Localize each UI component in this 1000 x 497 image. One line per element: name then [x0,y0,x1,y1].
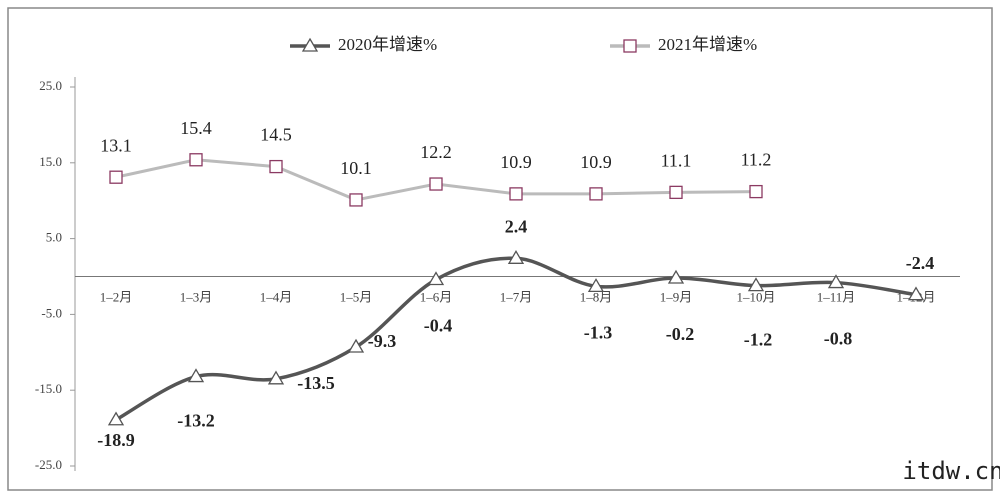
y-tick-label: -25.0 [35,457,62,472]
x-tick-label: 1–9月 [660,289,693,304]
data-label: 10.1 [340,158,372,178]
marker [349,193,363,207]
marker [187,368,205,383]
marker [109,170,123,184]
data-label: -13.2 [177,411,215,431]
data-label: 15.4 [180,118,212,138]
legend-marker [623,39,637,53]
x-tick-label: 1–4月 [260,289,293,304]
x-tick-label: 1–3月 [180,289,213,304]
watermark: itdw.cn [902,457,1000,485]
x-tick-label: 1–2月 [100,289,133,304]
series-line [115,256,917,422]
data-label: -0.2 [666,324,695,344]
marker [827,274,845,289]
data-label: -2.4 [906,253,935,273]
y-tick-label: 25.0 [39,78,62,93]
data-label: -1.2 [744,330,773,350]
data-label: 11.1 [661,150,692,170]
data-label: 13.1 [100,135,132,155]
x-tick-label: 1–11月 [817,289,856,304]
marker [267,370,285,385]
x-tick-label: 1–8月 [580,289,613,304]
y-tick-label: -5.0 [41,305,62,320]
marker [269,159,283,174]
frame [7,7,993,491]
data-label: 10.9 [580,152,612,172]
legend-label: 2020年增速% [338,35,437,54]
marker [749,184,763,199]
x-tick-label: 1–7月 [500,289,533,304]
data-label: -0.4 [424,316,453,336]
marker [667,269,685,284]
marker [107,411,125,426]
data-label: -13.5 [297,373,335,393]
marker [587,278,605,293]
x-tick-label: 1–6月 [420,289,453,304]
marker [429,177,443,191]
data-label: 14.5 [260,125,292,145]
legend-marker [301,37,319,52]
marker [509,187,523,201]
y-tick-label: -15.0 [35,381,62,396]
data-label: -9.3 [368,331,397,351]
marker [747,277,765,292]
x-tick-label: 1–10月 [736,289,775,304]
data-label: -1.3 [584,322,613,342]
y-tick-label: 5.0 [46,230,62,245]
marker [907,286,925,301]
marker [589,187,603,201]
marker [189,153,203,167]
marker [427,271,445,286]
data-label: 12.2 [420,142,452,162]
legend-label: 2021年增速% [658,35,757,54]
data-label: -0.8 [824,329,853,349]
x-tick-label: 1–5月 [340,289,373,304]
y-tick-label: 15.0 [39,154,62,169]
data-label: 11.2 [741,150,772,170]
data-label: 2.4 [505,216,528,236]
marker [347,338,365,353]
data-label: -18.9 [97,430,135,450]
marker [507,250,525,264]
marker [669,185,683,200]
data-label: 10.9 [500,152,532,172]
